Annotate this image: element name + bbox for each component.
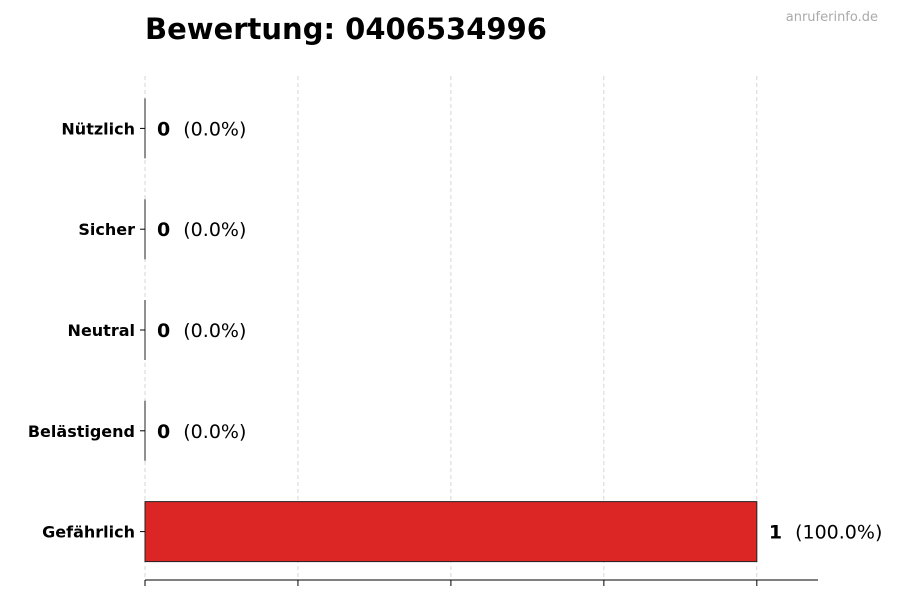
watermark: anruferinfo.de [785,10,878,25]
chart-title: Bewertung: 0406534996 [145,12,547,46]
data-label: 1 (100.0%) [769,522,883,544]
data-label-value: 1 [769,522,782,544]
y-tick-label: Gefährlich [42,523,135,542]
data-label-value: 0 [157,219,170,241]
data-label-value: 0 [157,118,170,140]
data-label-percent: (0.0%) [177,219,246,241]
data-label-percent: (0.0%) [177,118,246,140]
bar [144,501,758,563]
data-label: 0 (0.0%) [157,421,246,443]
data-label-percent: (100.0%) [789,522,882,544]
data-label-value: 0 [157,320,170,342]
y-tick-label: Belästigend [28,422,135,441]
y-tick-label: Sicher [78,220,135,239]
data-label-percent: (0.0%) [177,421,246,443]
data-label: 0 (0.0%) [157,118,246,140]
data-label-value: 0 [157,421,170,443]
data-label: 0 (0.0%) [157,320,246,342]
y-tick-label: Nützlich [61,119,135,138]
data-label: 0 (0.0%) [157,219,246,241]
data-label-percent: (0.0%) [177,320,246,342]
y-tick-label: Neutral [68,321,135,340]
